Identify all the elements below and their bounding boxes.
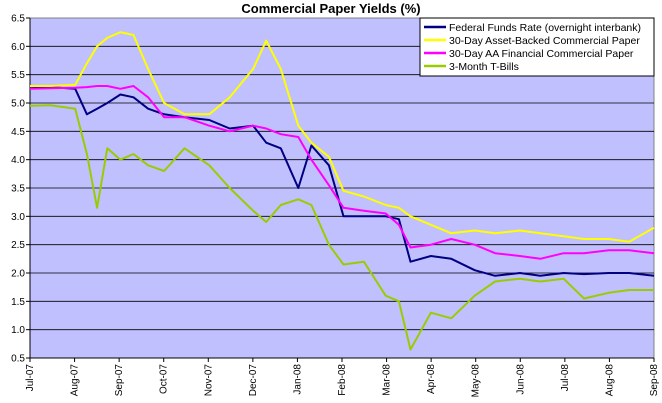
y-axis: 0.5 1.0 1.5 2.0 2.5 3.0 3.5 4.0 4.5 5.0 5.5 6.0 6.5 xyxy=(11,14,31,365)
legend-label: 30-Day AA Financial Commercial Paper xyxy=(449,48,634,60)
x-tick-label: Jun-08 xyxy=(515,364,526,395)
x-tick-label: Mar-08 xyxy=(382,364,393,396)
x-tick-label: May-08 xyxy=(471,364,482,398)
x-tick-label: Oct-07 xyxy=(159,364,170,394)
y-tick-label: 6.5 xyxy=(11,14,25,25)
series-line-3 xyxy=(29,85,655,260)
x-tick-label: Sep-08 xyxy=(649,364,660,397)
y-tick-label: 4.5 xyxy=(11,127,25,138)
x-tick-label: Apr-08 xyxy=(426,364,437,394)
series-line-1 xyxy=(29,86,655,277)
legend-label: 3-Month T-Bills xyxy=(449,61,519,73)
x-tick-label: Jul-07 xyxy=(25,364,36,392)
x-tick-label: Aug-08 xyxy=(604,364,615,397)
y-tick-label: 4.0 xyxy=(11,155,25,166)
y-tick-label: 3.5 xyxy=(11,184,25,195)
series-line-2 xyxy=(30,31,655,243)
y-tick-label: 1.5 xyxy=(11,297,25,308)
y-tick-label: 6.0 xyxy=(11,42,25,53)
x-tick-label: Dec-07 xyxy=(248,364,259,397)
chart-title: Commercial Paper Yields (%) xyxy=(241,1,420,16)
x-tick-label: Sep-07 xyxy=(114,364,125,397)
x-tick-label: Jan-08 xyxy=(292,364,303,395)
y-tick-label: 3.0 xyxy=(11,212,25,223)
x-tick-label: Jul-08 xyxy=(560,364,571,392)
legend-box xyxy=(419,17,655,77)
legend-label: 30-Day Asset-Backed Commercial Paper xyxy=(449,35,640,47)
series-lines xyxy=(29,31,655,351)
legend: Federal Funds Rate (overnight interbank)… xyxy=(419,17,655,77)
legend-label: Federal Funds Rate (overnight interbank) xyxy=(449,22,641,34)
y-tick-label: 5.5 xyxy=(11,70,25,81)
x-tick-label: Feb-08 xyxy=(337,364,348,396)
x-axis: Jul-07 Aug-07 Sep-07 Oct-07 Nov-07 Dec-07 Jan-… xyxy=(25,357,660,398)
y-tick-label: 2.0 xyxy=(11,269,25,280)
y-tick-label: 5.0 xyxy=(11,99,25,110)
x-tick-label: Nov-07 xyxy=(203,364,214,397)
series-line-4 xyxy=(29,104,654,351)
y-tick-label: 2.5 xyxy=(11,240,25,251)
grid-lines xyxy=(30,45,654,331)
y-tick-label: 0.5 xyxy=(11,354,25,365)
x-tick-label: Aug-07 xyxy=(70,364,81,397)
y-tick-label: 1.0 xyxy=(11,325,25,336)
